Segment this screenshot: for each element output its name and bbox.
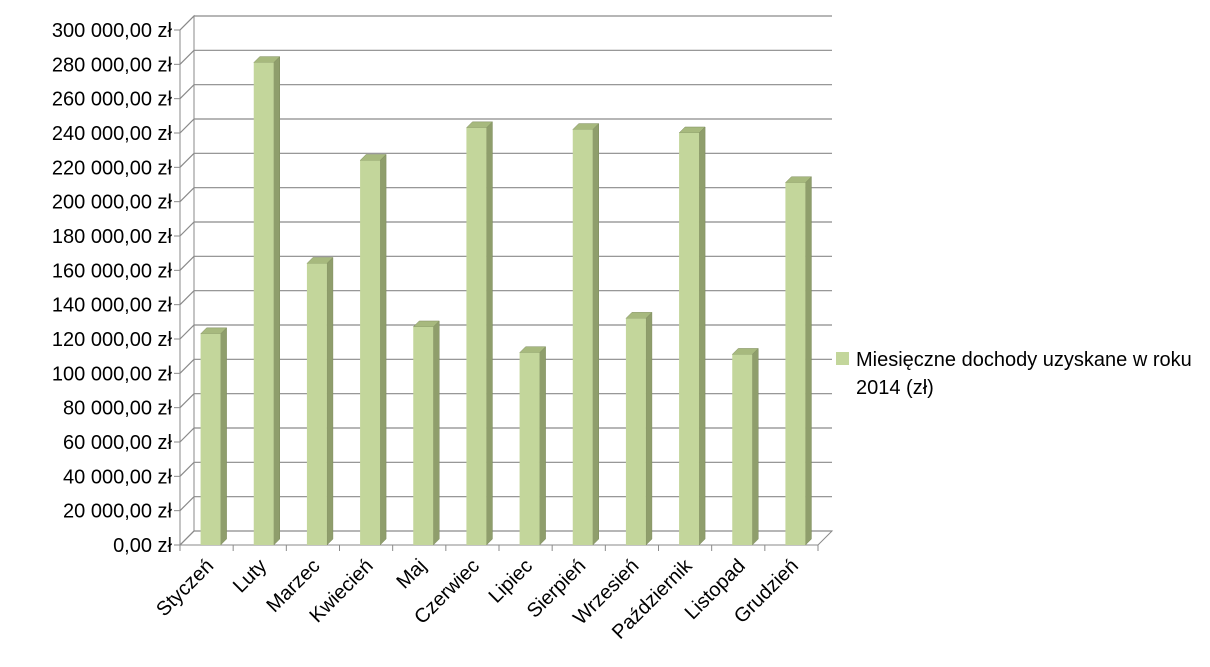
- bar-front: [519, 352, 540, 545]
- y-tick-label: 140 000,00 zł: [52, 295, 173, 317]
- bars: [199, 56, 813, 546]
- x-axis-tick-marks: [179, 545, 819, 551]
- bar: [306, 256, 334, 546]
- gridline: [179, 427, 832, 443]
- y-tick-label: 200 000,00 zł: [52, 192, 173, 214]
- gridline: [179, 152, 832, 168]
- legend: Miesięczne dochody uzyskane w roku 2014 …: [836, 346, 1208, 402]
- x-tick-label: Maj: [392, 555, 430, 593]
- x-tick-label: Styczeń: [152, 555, 218, 621]
- gridline: [179, 118, 832, 134]
- bar-front: [360, 160, 381, 545]
- gridline: [179, 221, 832, 237]
- y-tick-label: 100 000,00 zł: [52, 363, 173, 385]
- bar-front: [466, 127, 487, 545]
- gridline: [179, 461, 832, 477]
- y-tick-label: 220 000,00 zł: [52, 157, 173, 179]
- bar-top: [784, 176, 813, 184]
- gridline: [179, 187, 832, 203]
- gridline: [179, 358, 832, 374]
- bar-front: [200, 333, 221, 545]
- bar: [518, 346, 547, 546]
- y-tick-label: 120 000,00 zł: [52, 329, 173, 351]
- bar: [625, 311, 653, 546]
- bar-top: [518, 346, 547, 353]
- bar: [572, 122, 600, 546]
- bar: [465, 121, 494, 546]
- y-tick-label: 40 000,00 zł: [63, 466, 173, 488]
- gridline: [179, 393, 832, 409]
- y-axis-tick-labels: 0,00 zł 20 000,00 zł 40 000,00 zł 60 000,00…: [52, 20, 180, 557]
- gridline: [179, 49, 832, 65]
- y-tick-label: 240 000,00 zł: [52, 123, 173, 145]
- bar-front: [732, 354, 753, 545]
- bar-side: [645, 311, 653, 546]
- y-tick-label: 0,00 zł: [113, 535, 172, 557]
- bar: [784, 176, 813, 546]
- gridline: [179, 255, 832, 271]
- y-tick-label: 60 000,00 zł: [63, 432, 173, 454]
- gridline: [179, 324, 832, 340]
- y-tick-label: 80 000,00 zł: [63, 398, 173, 420]
- bar: [731, 347, 759, 546]
- bar: [253, 56, 281, 546]
- gridlines: [179, 15, 832, 546]
- bar-front: [785, 182, 806, 546]
- gridline: [179, 530, 832, 546]
- bar-side: [539, 346, 546, 546]
- bar-side: [698, 126, 706, 546]
- gridline: [179, 15, 832, 31]
- gridline: [179, 84, 832, 100]
- bar-top: [412, 320, 440, 328]
- bar-front: [572, 129, 593, 546]
- bar-side: [379, 153, 387, 546]
- y-tick-label: 280 000,00 zł: [52, 54, 173, 76]
- bar-front: [679, 133, 700, 545]
- bar-front: [625, 318, 646, 545]
- bar-side: [326, 256, 334, 546]
- bar-side: [752, 347, 759, 546]
- y-tick-label: 260 000,00 zł: [52, 89, 173, 111]
- y-tick-label: 180 000,00 zł: [52, 226, 173, 248]
- bar-side: [592, 122, 599, 546]
- y-tick-label: 300 000,00 zł: [52, 20, 173, 42]
- bar-front: [253, 62, 274, 545]
- y-tick-label: 160 000,00 zł: [52, 260, 173, 282]
- bar: [678, 126, 706, 546]
- bar: [199, 327, 228, 546]
- bar-side: [220, 327, 227, 546]
- bar-side: [433, 320, 440, 546]
- bar-side: [805, 176, 812, 546]
- bar-side: [486, 121, 493, 546]
- bar-side: [273, 56, 280, 546]
- bar: [412, 320, 440, 546]
- legend-swatch: [836, 352, 849, 365]
- bar-front: [306, 263, 327, 545]
- bar: [359, 153, 387, 546]
- y-tick-label: 20 000,00 zł: [63, 501, 173, 523]
- x-tick-label: Luty: [229, 555, 271, 597]
- left-wall: [179, 14, 195, 547]
- legend-label: Miesięczne dochody uzyskane w roku 2014 …: [856, 349, 1192, 399]
- gridline: [179, 496, 832, 512]
- bar-front: [413, 326, 434, 545]
- gridline: [179, 290, 832, 306]
